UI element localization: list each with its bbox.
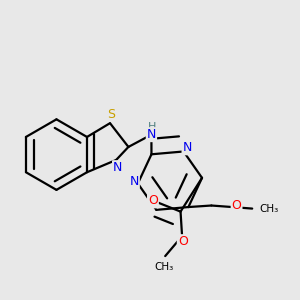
Text: O: O — [178, 235, 188, 248]
Text: CH₃: CH₃ — [154, 262, 173, 272]
Text: S: S — [107, 108, 115, 121]
Text: CH₃: CH₃ — [259, 204, 278, 214]
Text: N: N — [182, 141, 192, 154]
Text: N: N — [130, 175, 139, 188]
Text: N: N — [113, 161, 122, 174]
Text: O: O — [148, 194, 158, 207]
Text: H: H — [148, 122, 157, 132]
Text: N: N — [147, 128, 156, 141]
Text: O: O — [232, 199, 242, 212]
